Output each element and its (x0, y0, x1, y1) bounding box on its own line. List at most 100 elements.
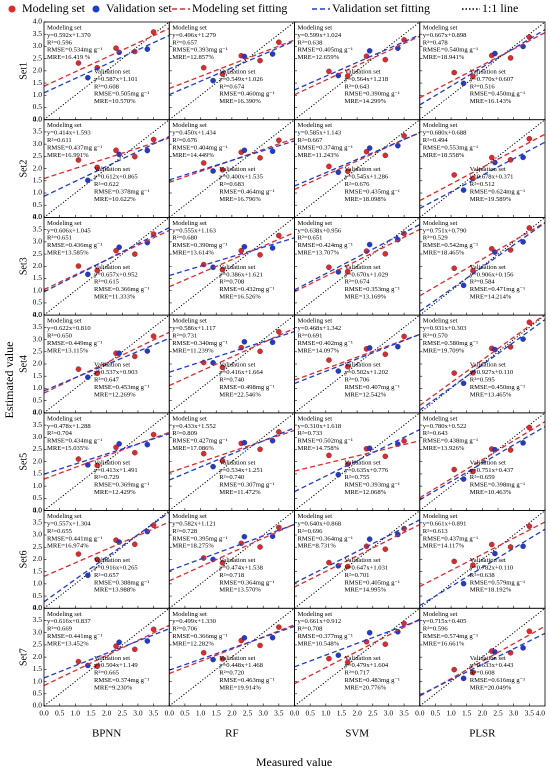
validation-point (335, 471, 342, 478)
validation-fit-line (169, 140, 295, 181)
modeling-point (113, 643, 119, 649)
y-tick-label: 3.5 (33, 420, 43, 429)
validation-point (269, 51, 276, 57)
annotation: y=0.633x+0.443 (470, 662, 514, 669)
modeling-point (94, 164, 100, 171)
validation-fit-line (419, 528, 545, 607)
y-tick-label: 4.0 (33, 114, 43, 123)
modeling-point (526, 523, 533, 529)
annotation: Modeling set (47, 122, 82, 129)
modeling-point (132, 449, 138, 456)
x-tick-label: 2.0 (102, 709, 112, 718)
annotation: R²=0.729 (94, 474, 120, 481)
annotation: Modeling set (298, 611, 333, 618)
row-label: Set1 (18, 62, 29, 80)
validation-point (269, 245, 276, 251)
modeling-point (257, 642, 263, 649)
modeling-point (507, 344, 514, 350)
y-tick-label: 2.0 (33, 261, 43, 270)
legend-label: 1:1 line (482, 1, 518, 15)
validation-point (460, 380, 467, 387)
x-tick-label: 0.5 (305, 709, 315, 718)
annotation: MRE=12.282% (172, 640, 214, 647)
column-label: SVM (345, 728, 369, 740)
annotation: R²=0.615 (94, 279, 120, 286)
y-tick-label: 4.0 (33, 408, 43, 417)
annotation: y=0.479x+1.604 (345, 662, 389, 669)
validation-fit-line (169, 625, 295, 671)
validation-point (366, 345, 373, 351)
identity-line (294, 217, 420, 316)
modeling-point (113, 45, 119, 51)
annotation: Modeling set (423, 415, 458, 422)
annotation: R²=0.708 (298, 626, 324, 633)
modeling-point (150, 29, 157, 35)
y-tick-label: 1.0 (33, 383, 43, 392)
annotation: RMSE=0.393mg g⁻¹ (172, 47, 227, 54)
modeling-point (344, 73, 351, 79)
annotation: Modeling set (298, 122, 333, 129)
validation-point (520, 336, 526, 342)
annotation: Validation set (94, 557, 130, 564)
y-tick-label: 4.0 (33, 17, 43, 26)
y-tick-label: 2.5 (33, 640, 43, 649)
annotation: y=0.582x+1.121 (172, 520, 216, 527)
annotation: Modeling set (423, 318, 458, 325)
panel (419, 510, 545, 609)
validation-fit-line (419, 222, 545, 312)
annotation: R²=0.674 (345, 279, 371, 286)
annotation: y=0.413x+1.491 (94, 467, 138, 474)
column-label: PLSR (469, 728, 496, 740)
modeling-point (451, 172, 457, 178)
identity-line (169, 510, 295, 609)
annotation: R²=0.570 (423, 332, 449, 339)
identity-line (419, 412, 545, 511)
modeling-point (276, 232, 282, 239)
annotation: y=0.906x+0.156 (470, 271, 514, 278)
annotation: y=0.587x+1.101 (94, 76, 138, 83)
annotation: y=0.661x+0.891 (423, 520, 467, 527)
validation-fit-line (294, 519, 420, 584)
annotation: Validation set (345, 69, 381, 76)
annotation: RMSE=0.407mg g⁻¹ (345, 384, 400, 391)
validation-point (85, 271, 91, 278)
validation-point (85, 462, 91, 468)
y-tick-label: 3.5 (33, 224, 43, 233)
y-tick-label: 4.0 (33, 212, 43, 221)
x-tick-label: 3.0 (384, 709, 394, 718)
modeling-point (94, 267, 100, 274)
annotation: MRE=12.429% (94, 489, 136, 496)
validation-point (520, 543, 526, 549)
validation-point (520, 440, 526, 446)
annotation: R²=0.733 (298, 430, 324, 437)
annotation: Modeling set (423, 513, 458, 520)
annotation: y=0.555x+1.163 (172, 227, 216, 234)
annotation: MRE=22.546% (219, 391, 261, 398)
annotation: MRE=16.419 % (47, 54, 91, 61)
validation-point (241, 635, 248, 641)
modeling-point (507, 157, 514, 163)
x-tick-label: 1.5 (86, 709, 96, 718)
validation-point (520, 239, 526, 245)
annotation: R²=0.613 (423, 528, 449, 535)
validation-point (144, 441, 151, 448)
validation-point (116, 441, 122, 447)
modeling-point (489, 245, 495, 252)
annotation: y=0.499x+1.330 (172, 618, 216, 625)
modeling-point (451, 666, 457, 673)
panel (419, 412, 545, 511)
legend-label: Validation set fitting (332, 1, 430, 15)
annotation: R²=0.638 (470, 572, 496, 579)
validation-point (366, 629, 373, 636)
annotation: Modeling set (47, 611, 82, 618)
y-tick-label: 0.0 (33, 310, 43, 319)
annotation: y=0.468x+1.342 (298, 325, 342, 332)
annotation: Modeling set (423, 122, 458, 129)
annotation: R²=0.683 (219, 181, 245, 188)
y-tick-label: 1.5 (33, 176, 43, 185)
modeling-fit-line (419, 221, 545, 297)
panel (294, 217, 420, 316)
modeling-point (113, 147, 119, 153)
annotation: Validation set (470, 655, 506, 662)
annotation: RMSE=0.395mg g⁻¹ (172, 535, 227, 542)
